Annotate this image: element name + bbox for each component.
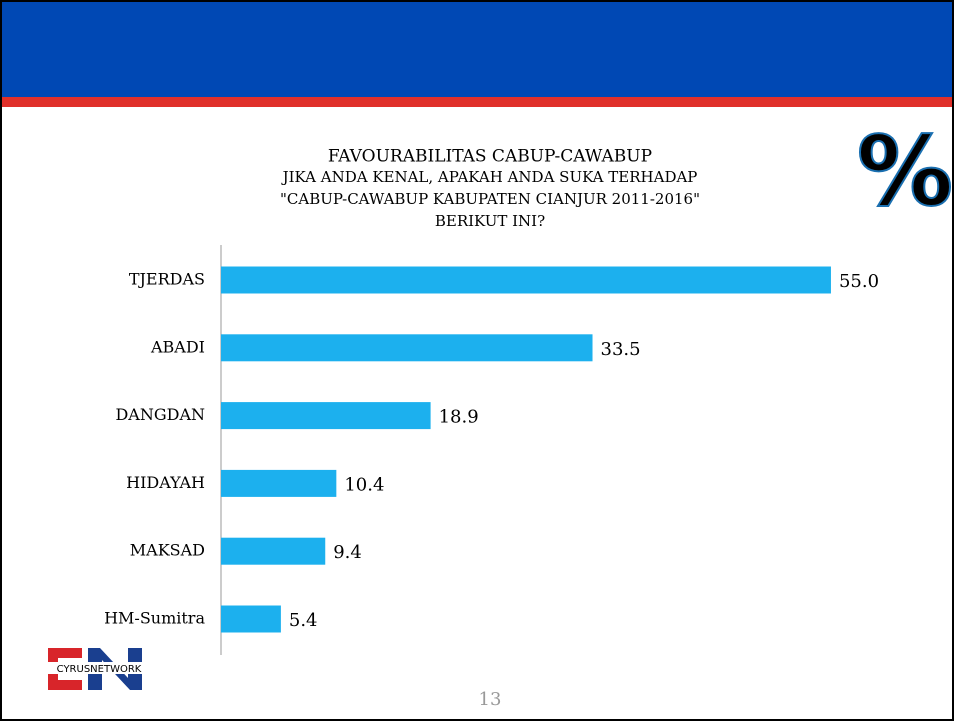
value-label: 55.0 [839, 271, 879, 292]
header-stripe [0, 97, 954, 107]
category-label: TJERDAS [129, 270, 205, 289]
page-number: 13 [479, 689, 502, 710]
logo-strip [46, 662, 152, 674]
value-label: 33.5 [601, 339, 641, 360]
category-label: HM-Sumitra [104, 609, 205, 628]
chart-subtitle: JIKA ANDA KENAL, APAKAH ANDA SUKA TERHAD… [281, 168, 698, 186]
bar [221, 605, 281, 633]
value-label: 9.4 [333, 542, 362, 563]
bar [221, 402, 431, 430]
category-label: ABADI [150, 337, 205, 356]
bar [221, 469, 337, 497]
percent-icon: % [857, 115, 953, 227]
category-label: HIDAYAH [126, 473, 205, 492]
bar [221, 334, 593, 362]
bar [221, 537, 326, 565]
logo-text: CYRUSNETWORK [57, 664, 142, 675]
value-label: 10.4 [344, 474, 384, 495]
value-label: 18.9 [439, 407, 479, 428]
logo: CYRUSNETWORK [46, 648, 152, 690]
bar [221, 266, 831, 294]
header-band [0, 0, 954, 97]
logo-c [48, 648, 82, 690]
category-label: DANGDAN [115, 405, 205, 424]
chart-subtitle: "CABUP-CAWABUP KABUPATEN CIANJUR 2011-20… [280, 190, 700, 208]
chart-title: FAVOURABILITAS CABUP-CAWABUP [328, 147, 652, 167]
chart-subtitle: BERIKUT INI? [435, 212, 545, 230]
value-label: 5.4 [289, 610, 318, 631]
category-label: MAKSAD [130, 541, 205, 560]
